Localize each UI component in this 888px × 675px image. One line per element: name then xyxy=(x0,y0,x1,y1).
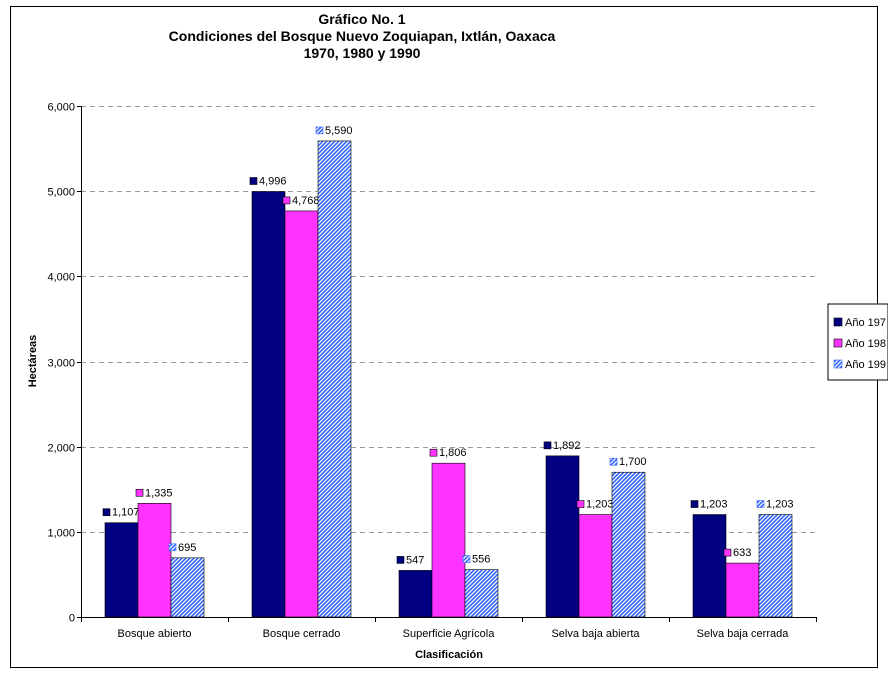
data-label: 547 xyxy=(406,554,424,566)
data-label-key xyxy=(609,457,618,466)
legend-label: Año 199 xyxy=(845,359,886,371)
data-label: 1,107 xyxy=(112,507,140,519)
bar xyxy=(398,570,433,618)
bar xyxy=(317,140,352,618)
legend-label: Año 197 xyxy=(845,317,886,329)
data-label: 1,335 xyxy=(145,487,173,499)
data-label-key xyxy=(315,126,324,135)
x-tick-label: Superficie Agrícola xyxy=(403,628,496,640)
data-label-key xyxy=(282,196,291,205)
data-label-key xyxy=(396,556,405,564)
x-tick-label: Selva baja abierta xyxy=(551,628,640,640)
data-label: 4,768 xyxy=(292,195,320,207)
data-label: 1,892 xyxy=(553,440,581,452)
legend-swatch xyxy=(833,359,843,369)
x-axis-title: Clasificación xyxy=(415,649,483,661)
legend-label: Año 198 xyxy=(845,338,886,350)
legend-swatch xyxy=(833,338,843,348)
chart-title-line-1: Gráfico No. 1 xyxy=(318,11,405,27)
bar xyxy=(611,471,646,618)
chart-title-line-2: Condiciones del Bosque Nuevo Zoquiapan, … xyxy=(169,28,556,44)
data-label-key xyxy=(690,500,699,508)
data-label: 1,203 xyxy=(700,499,728,511)
bar xyxy=(251,191,286,618)
data-label-key xyxy=(462,555,471,563)
data-label-key xyxy=(102,508,111,517)
plot-area: 0 1,000 2,000 3,000 4,000 5,000 6,000 Bosque ab… xyxy=(47,102,817,640)
x-tick-label: Selva baja cerrada xyxy=(697,628,790,640)
data-label-key xyxy=(723,548,732,557)
data-label: 5,590 xyxy=(325,125,353,137)
data-label-key xyxy=(543,441,552,450)
bar xyxy=(104,522,139,618)
data-label-key xyxy=(168,543,177,552)
bar xyxy=(725,562,760,618)
y-tick-label: 5,000 xyxy=(47,187,75,199)
y-tick-label: 4,000 xyxy=(47,272,75,284)
bar xyxy=(578,514,613,618)
y-tick-label: 2,000 xyxy=(47,443,75,455)
data-label: 556 xyxy=(472,554,490,566)
data-label-key xyxy=(756,500,765,508)
data-label-key xyxy=(576,500,585,508)
data-label: 4,996 xyxy=(259,176,287,188)
legend: Año 197 Año 198 Año 199 xyxy=(827,303,888,381)
data-label-key xyxy=(429,448,438,457)
legend-swatch xyxy=(833,317,843,327)
bar xyxy=(464,569,499,618)
y-axis-title: Hectáreas xyxy=(27,335,39,388)
y-tick-label: 6,000 xyxy=(47,102,75,114)
bar xyxy=(170,557,205,618)
x-tick-label: Bosque abierto xyxy=(118,628,192,640)
y-tick-label: 0 xyxy=(69,613,75,625)
bar xyxy=(692,514,727,618)
y-tick-label: 3,000 xyxy=(47,358,75,370)
data-label-key xyxy=(135,489,144,497)
bar xyxy=(284,210,319,618)
data-label: 1,203 xyxy=(586,499,614,511)
bar xyxy=(137,503,172,618)
data-label: 633 xyxy=(733,547,751,559)
data-label: 695 xyxy=(178,542,196,554)
y-tick-label: 1,000 xyxy=(47,528,75,540)
x-tick-label: Bosque cerrado xyxy=(263,628,341,640)
data-label: 1,203 xyxy=(766,499,794,511)
chart-title-line-3: 1970, 1980 y 1990 xyxy=(304,45,421,61)
data-label: 1,700 xyxy=(619,456,647,468)
bar xyxy=(758,514,793,618)
data-label-key xyxy=(249,177,258,185)
data-label: 1,806 xyxy=(439,447,467,459)
bar xyxy=(431,462,466,618)
bar xyxy=(545,455,580,618)
